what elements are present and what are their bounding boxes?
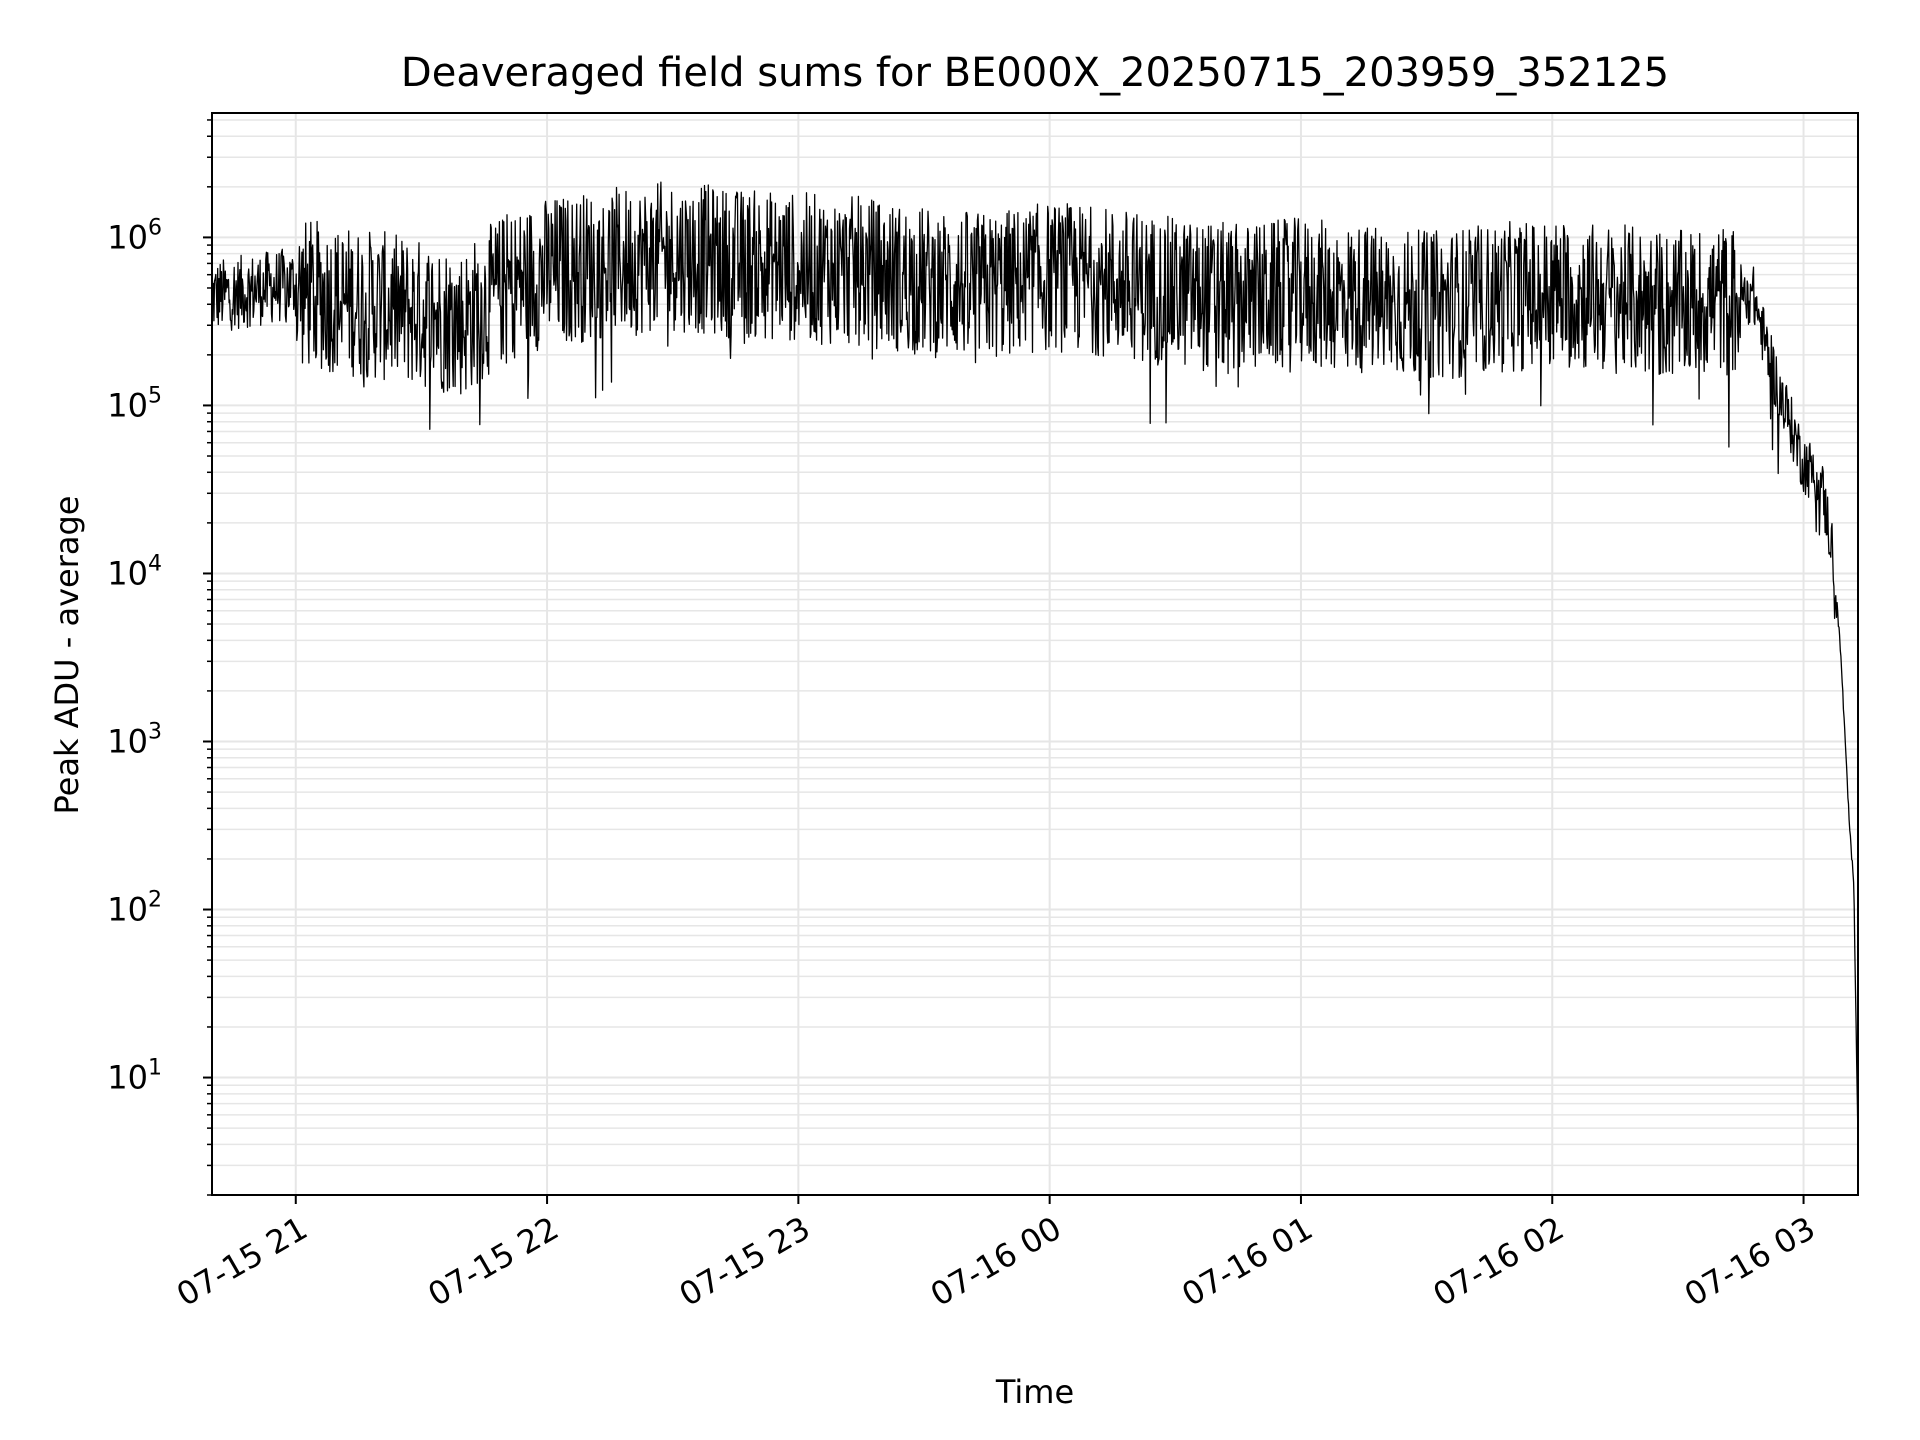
y-tick-label: 106 <box>107 215 162 256</box>
y-tick-label: 104 <box>107 551 162 592</box>
x-axis-label: Time <box>995 1373 1074 1411</box>
y-tick-label: 103 <box>107 719 162 760</box>
y-tick-label: 105 <box>107 383 162 424</box>
series-line <box>211 181 1859 1145</box>
y-tick-label: 101 <box>107 1056 162 1097</box>
y-axis: 101 102 103 104 105 106 <box>107 119 212 1196</box>
y-tick-label: 102 <box>107 888 162 929</box>
y-axis-label: Peak ADU - average <box>48 496 86 815</box>
plot-frame <box>211 112 1859 1196</box>
chart-title: Deaveraged field sums for BE000X_2025071… <box>401 50 1669 96</box>
